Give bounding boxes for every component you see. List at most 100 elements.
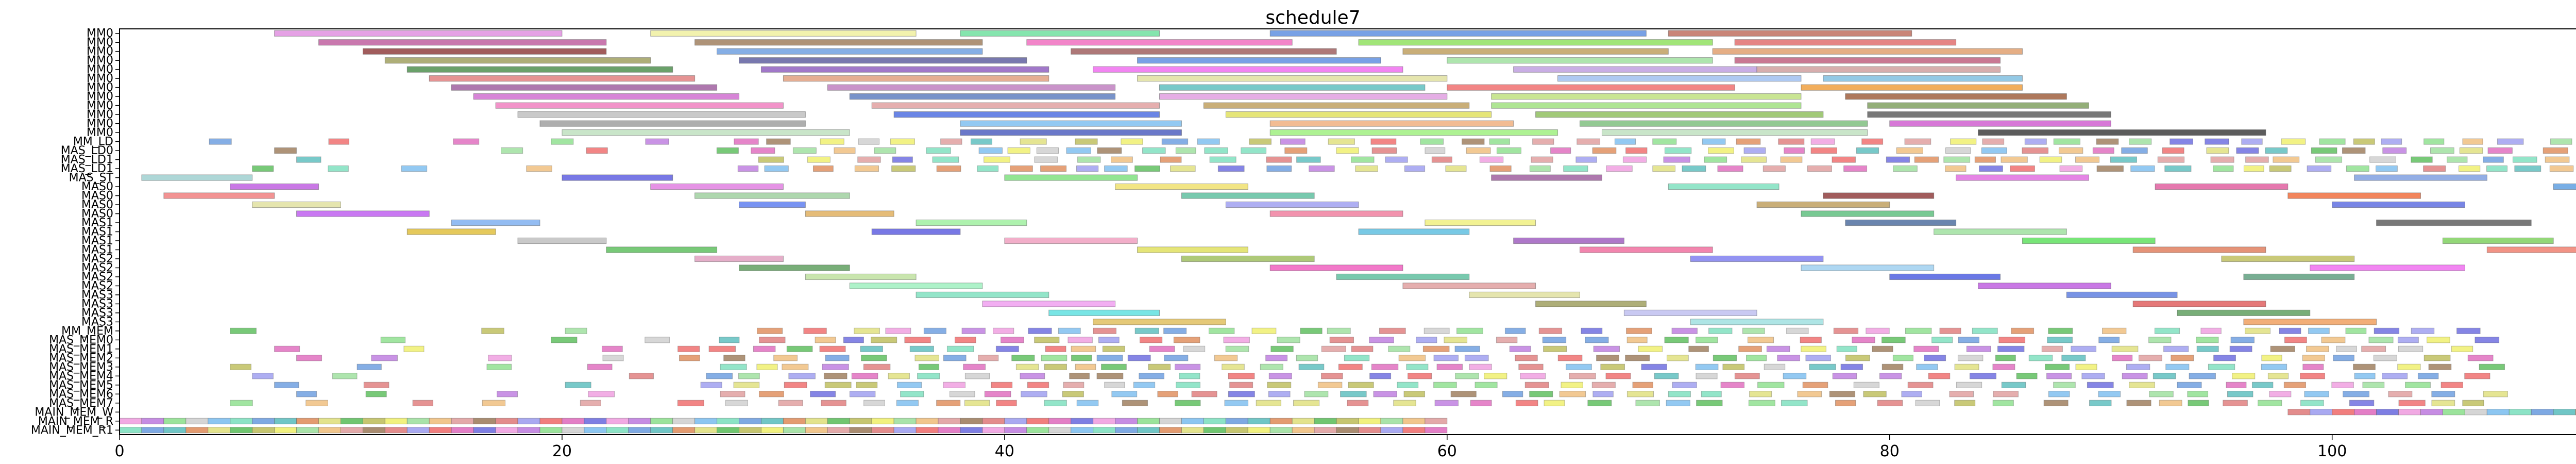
task-bar — [1696, 400, 1723, 406]
task-bar — [473, 93, 740, 100]
task-bar — [1704, 156, 1727, 163]
task-bar — [429, 427, 452, 434]
task-bar — [1256, 400, 1281, 406]
task-bar — [1267, 382, 1292, 388]
task-bar — [318, 39, 607, 46]
task-bar — [1784, 147, 1805, 154]
task-bar — [1181, 192, 1315, 199]
task-bar — [1191, 391, 1217, 397]
task-bar — [1225, 345, 1249, 352]
task-bar — [2210, 156, 2234, 163]
task-bar — [1137, 246, 1248, 253]
task-bar — [2149, 391, 2174, 397]
task-bar — [1069, 373, 1090, 379]
task-bar — [1373, 391, 1397, 397]
task-bar — [1425, 427, 1448, 434]
task-bar — [1175, 147, 1196, 154]
task-bar — [2048, 391, 2070, 397]
task-bar — [2075, 363, 2097, 370]
task-bar — [2001, 156, 2028, 163]
task-bar — [1823, 75, 2023, 82]
task-bar — [1270, 345, 1294, 352]
task-bar — [1625, 147, 1648, 154]
task-bar — [1137, 418, 1160, 424]
task-bar — [1159, 93, 1448, 100]
task-bar — [960, 427, 983, 434]
task-bar — [2287, 409, 2311, 416]
task-bar — [2342, 147, 2366, 154]
task-bar — [1682, 165, 1706, 172]
task-bar — [209, 138, 232, 145]
task-bar — [863, 400, 885, 406]
task-bar — [1470, 400, 1492, 406]
task-bar — [2388, 391, 2413, 397]
task-bar — [296, 210, 430, 217]
task-bar — [2154, 327, 2180, 334]
task-bar — [1197, 138, 1220, 145]
task-bar — [495, 427, 518, 434]
y-tick-label: MM0 — [87, 63, 113, 76]
task-bar — [1958, 337, 1979, 343]
task-bar — [340, 418, 363, 424]
task-bar — [984, 391, 1011, 397]
task-bar — [1764, 363, 1786, 370]
task-bar — [2230, 337, 2255, 343]
task-bar — [1228, 373, 1255, 379]
task-bar — [501, 147, 523, 154]
task-bar — [1496, 147, 1521, 154]
task-bar — [1889, 273, 2001, 280]
task-bar — [1635, 400, 1660, 406]
task-bar — [1957, 355, 1984, 361]
x-tick-label: 20 — [552, 442, 572, 460]
task-bar — [1071, 355, 1092, 361]
task-bar — [2299, 373, 2326, 379]
task-bar — [2157, 156, 2185, 163]
task-bar — [2011, 327, 2035, 334]
task-bar — [1204, 147, 1228, 154]
task-bar — [1638, 345, 1663, 352]
task-bar — [2258, 400, 2282, 406]
task-bar — [1314, 427, 1337, 434]
task-bar — [1397, 382, 1419, 388]
task-bar — [725, 400, 749, 406]
task-bar — [1402, 283, 1536, 289]
task-bar — [1531, 156, 1553, 163]
y-tick-label: MAS3 — [81, 289, 113, 302]
task-bar — [1164, 355, 1189, 361]
task-bar — [2458, 165, 2481, 172]
task-bar — [1664, 147, 1692, 154]
task-bar — [2155, 183, 2289, 190]
task-bar — [406, 66, 673, 73]
task-bar — [1596, 355, 1619, 361]
y-tick-label: MAS0 — [81, 190, 113, 203]
task-bar — [2545, 156, 2570, 163]
task-bar — [2236, 147, 2259, 154]
task-bar — [1026, 39, 1293, 46]
task-bar — [2227, 391, 2253, 397]
task-bar — [2462, 400, 2484, 406]
task-bar — [562, 427, 585, 434]
task-bar — [252, 427, 275, 434]
task-bar — [1843, 165, 1868, 172]
task-bar — [805, 210, 894, 217]
task-bar — [1041, 355, 1067, 361]
task-bar — [230, 363, 251, 370]
task-bar — [672, 418, 696, 424]
task-bar — [739, 57, 1027, 64]
task-bar — [871, 427, 894, 434]
task-bar — [2464, 409, 2487, 416]
task-bar — [900, 391, 924, 397]
task-bar — [252, 373, 274, 379]
y-tick-label: MAS0 — [81, 208, 113, 221]
task-bar — [694, 427, 718, 434]
task-bar — [208, 427, 231, 434]
task-bar — [2483, 391, 2508, 397]
task-bar — [2374, 327, 2400, 334]
task-bar — [584, 427, 607, 434]
task-bar — [854, 165, 879, 172]
task-bar — [1914, 156, 1939, 163]
task-bar — [2424, 138, 2445, 145]
task-bar — [296, 418, 319, 424]
task-bar — [896, 400, 919, 406]
task-bar — [1913, 345, 1939, 352]
